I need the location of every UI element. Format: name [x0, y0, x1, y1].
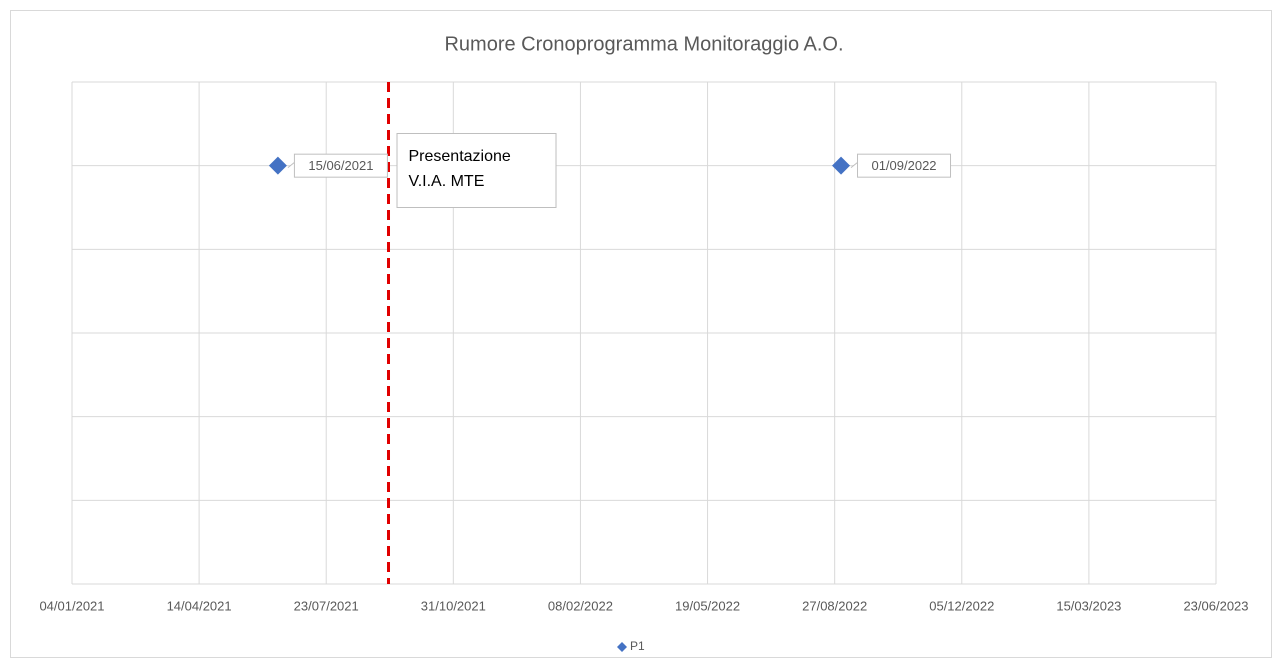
x-tick-label: 04/01/2021: [39, 598, 104, 613]
data-label-box: [293, 153, 388, 178]
x-tick-label: 14/04/2021: [167, 598, 232, 613]
chart-border: [10, 10, 1272, 658]
annotation-text: Presentazione: [409, 148, 511, 165]
point: [832, 156, 851, 175]
x-tick-label: 23/06/2023: [1183, 598, 1248, 613]
data-label: 15/06/2021: [308, 158, 373, 173]
legend-marker: [617, 642, 627, 652]
legend-label: P1: [630, 639, 645, 653]
data-label-box: [857, 153, 952, 178]
annotation-box: [396, 133, 557, 208]
annotation-text: V.I.A. MTE: [409, 173, 485, 190]
x-tick-label: 23/07/2021: [294, 598, 359, 613]
x-tick-label: 15/03/2023: [1056, 598, 1121, 613]
data-label: 01/09/2022: [871, 158, 936, 173]
x-tick-label: 08/02/2022: [548, 598, 613, 613]
x-tick-label: 05/12/2022: [929, 598, 994, 613]
x-tick-label: 27/08/2022: [802, 598, 867, 613]
point: [268, 156, 287, 175]
x-tick-label: 19/05/2022: [675, 598, 740, 613]
x-tick-label: 31/10/2021: [421, 598, 486, 613]
chart-title: Rumore Cronoprogramma Monitoraggio A.O.: [444, 33, 843, 55]
